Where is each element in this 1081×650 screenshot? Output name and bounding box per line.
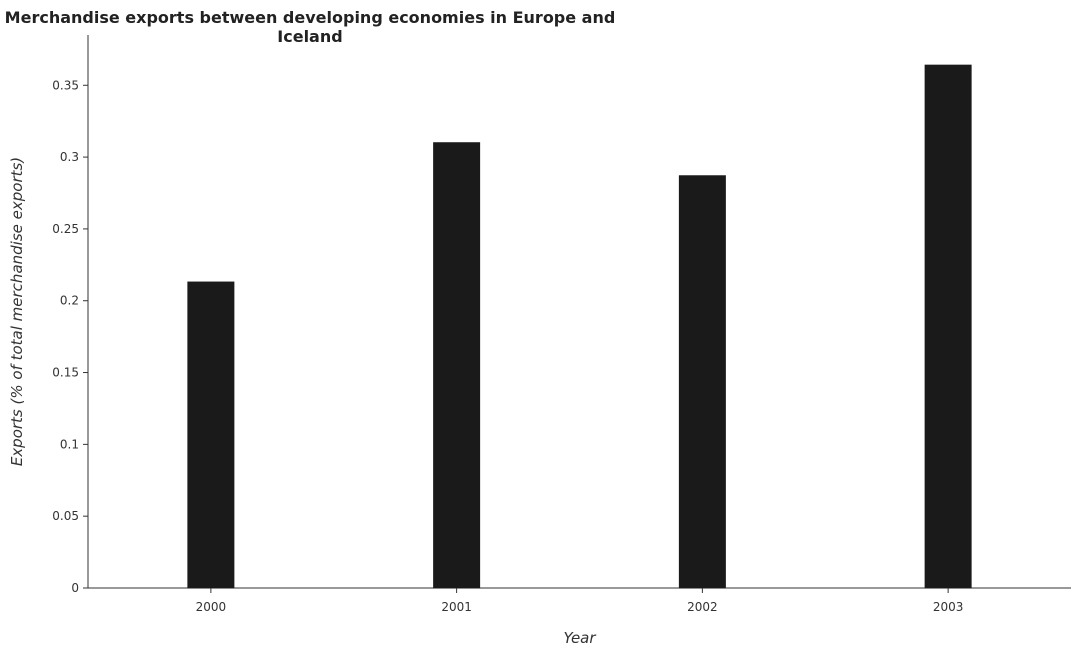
x-tick-label: 2000 (196, 600, 227, 614)
y-tick-label: 0.2 (60, 294, 79, 308)
y-tick-label: 0.3 (60, 150, 79, 164)
chart-title: Merchandise exports between developing e… (4, 8, 616, 46)
x-ticks: 2000 2001 2002 2003 (196, 588, 964, 614)
bar (924, 64, 972, 589)
y-tick-label: 0.1 (60, 437, 79, 451)
x-tick-label: 2002 (687, 600, 718, 614)
y-tick-label: 0.05 (52, 509, 79, 523)
x-tick-label: 2003 (933, 600, 964, 614)
y-tick-label: 0 (71, 581, 79, 595)
bar (433, 142, 481, 589)
y-tick-label: 0.15 (52, 366, 79, 380)
x-axis-label: Year (563, 629, 596, 647)
bar (187, 281, 235, 589)
axes (87, 35, 1071, 589)
bars (187, 64, 972, 589)
y-tick-label: 0.35 (52, 78, 79, 92)
bar (678, 175, 726, 589)
y-ticks: 0 0.05 0.1 0.15 0.2 0.25 0.3 0.35 (52, 78, 88, 595)
x-tick-label: 2001 (441, 600, 472, 614)
y-axis-label: Exports (% of total merchandise exports) (8, 157, 26, 466)
y-tick-label: 0.25 (52, 222, 79, 236)
